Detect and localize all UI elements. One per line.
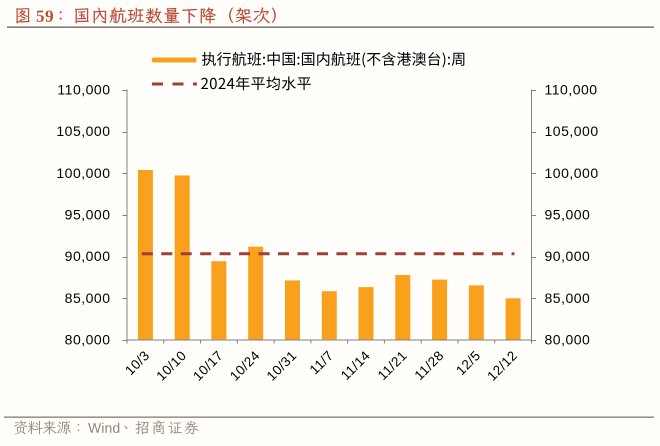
svg-text:10/3: 10/3: [122, 348, 152, 378]
svg-text:11/7: 11/7: [307, 348, 337, 378]
svg-text:100,000: 100,000: [56, 165, 110, 181]
svg-text:12/5: 12/5: [453, 348, 483, 378]
svg-text:11/28: 11/28: [412, 348, 447, 383]
svg-text:105,000: 105,000: [545, 123, 599, 139]
svg-text:105,000: 105,000: [56, 123, 110, 139]
svg-text:90,000: 90,000: [545, 248, 591, 264]
svg-text:100,000: 100,000: [545, 165, 599, 181]
svg-text:80,000: 80,000: [545, 332, 591, 348]
svg-text:80,000: 80,000: [65, 332, 111, 348]
svg-text:85,000: 85,000: [65, 290, 111, 306]
svg-text:10/31: 10/31: [264, 348, 300, 384]
svg-text:10/10: 10/10: [153, 348, 189, 384]
svg-text:11/14: 11/14: [338, 348, 373, 383]
svg-text:85,000: 85,000: [545, 290, 591, 306]
svg-text:10/24: 10/24: [227, 348, 263, 384]
svg-text:12/12: 12/12: [484, 348, 520, 384]
svg-text:10/17: 10/17: [190, 348, 226, 384]
svg-text:90,000: 90,000: [65, 248, 111, 264]
svg-text:11/21: 11/21: [375, 348, 410, 383]
svg-text:110,000: 110,000: [57, 82, 110, 98]
svg-text:95,000: 95,000: [65, 207, 111, 223]
svg-text:110,000: 110,000: [545, 82, 598, 98]
svg-text:95,000: 95,000: [545, 207, 591, 223]
